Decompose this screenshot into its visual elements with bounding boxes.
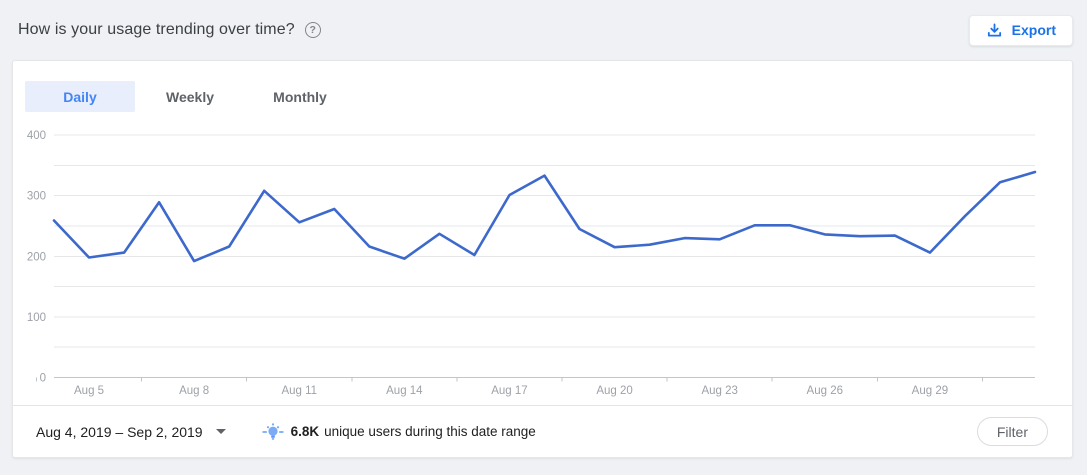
- card-footer: Aug 4, 2019 – Sep 2, 2019 6.8K unique us…: [13, 405, 1072, 457]
- x-tick-label: Aug 8: [179, 385, 209, 397]
- tab-daily-label: Daily: [63, 88, 97, 105]
- x-axis-labels: Aug 5 Aug 8 Aug 11 Aug 14 Aug 17 Aug 20 Aug 23…: [74, 385, 948, 397]
- y-tick-label: 0: [40, 373, 46, 385]
- export-button[interactable]: Export: [968, 14, 1073, 46]
- unique-users-text: unique users during this date range: [324, 424, 536, 439]
- x-tick-label: Aug 20: [596, 385, 632, 397]
- tab-weekly-label: Weekly: [166, 88, 214, 105]
- y-tick-label: 100: [27, 312, 46, 324]
- y-tick-label: 400: [27, 130, 46, 142]
- export-button-label: Export: [1011, 22, 1056, 38]
- granularity-tabs: Daily Weekly Monthly: [25, 81, 1072, 112]
- insight-summary: 6.8K unique users during this date range: [261, 422, 536, 442]
- date-range-label: Aug 4, 2019 – Sep 2, 2019: [36, 423, 203, 440]
- page-title: How is your usage trending over time?: [18, 21, 295, 38]
- unique-users-count: 6.8K: [290, 424, 320, 439]
- x-axis-ticks: [35, 377, 983, 382]
- x-tick-label: Aug 11: [281, 385, 317, 397]
- x-tick-label: Aug 17: [491, 385, 527, 397]
- tab-monthly-label: Monthly: [273, 88, 327, 105]
- usage-line-series: [52, 170, 1037, 263]
- x-tick-label: Aug 29: [912, 385, 948, 397]
- tab-daily[interactable]: Daily: [25, 81, 135, 112]
- x-tick-label: Aug 14: [386, 385, 423, 397]
- x-tick-label: Aug 5: [74, 385, 104, 397]
- usage-line-chart: 0 100 200 300 400 Aug 5 Aug 8 Aug 11 Aug 14 Aug 1…: [27, 130, 1037, 397]
- download-icon: [987, 23, 1001, 36]
- gridlines: [54, 134, 1035, 378]
- chevron-down-icon: [215, 429, 226, 434]
- page-header: How is your usage trending over time? ? …: [0, 0, 1087, 60]
- date-range-selector[interactable]: Aug 4, 2019 – Sep 2, 2019: [36, 424, 226, 440]
- y-tick-label: 300: [27, 191, 46, 203]
- tab-weekly[interactable]: Weekly: [135, 81, 245, 112]
- x-tick-label: Aug 26: [807, 385, 843, 397]
- y-tick-label: 200: [27, 251, 46, 263]
- tab-monthly[interactable]: Monthly: [245, 81, 355, 112]
- filter-button[interactable]: Filter: [976, 417, 1048, 446]
- y-axis-labels: 0 100 200 300 400: [27, 130, 46, 385]
- x-tick-label: Aug 23: [701, 385, 737, 397]
- lightbulb-icon: [261, 422, 284, 440]
- help-circle-icon[interactable]: ?: [304, 22, 321, 38]
